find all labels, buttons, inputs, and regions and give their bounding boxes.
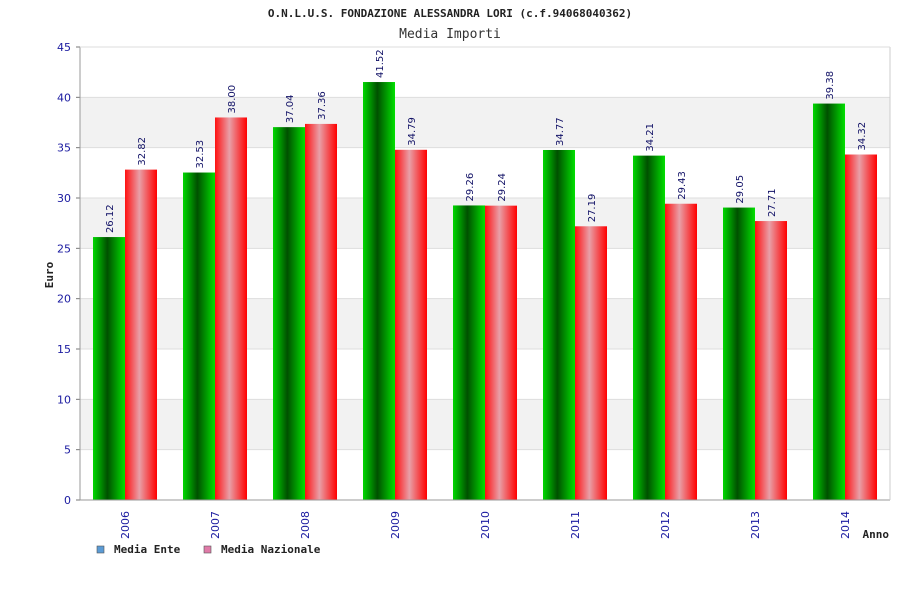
y-axis-label: Euro bbox=[43, 261, 56, 288]
bar-value-label: 34.77 bbox=[555, 117, 566, 146]
bar-value-label: 29.05 bbox=[735, 175, 746, 204]
bar-media-nazionale-2006 bbox=[125, 169, 157, 500]
x-tick-label: 2008 bbox=[299, 511, 312, 539]
bar-value-label: 32.82 bbox=[137, 137, 148, 166]
y-tick-label: 10 bbox=[57, 393, 71, 406]
bar-value-label: 32.53 bbox=[195, 140, 206, 169]
bar-value-label: 37.04 bbox=[285, 94, 296, 123]
y-tick-labels: 0 5 10 15 20 25 30 35 40 45 bbox=[57, 41, 71, 507]
bar-value-label: 34.21 bbox=[645, 123, 656, 152]
y-tick-label: 30 bbox=[57, 192, 71, 205]
legend-label-media-nazionale: Media Nazionale bbox=[221, 543, 321, 556]
grid-band bbox=[80, 47, 890, 98]
legend-swatch-media-nazionale bbox=[203, 545, 212, 554]
y-tick-label: 5 bbox=[64, 444, 71, 457]
x-tick-label: 2009 bbox=[389, 511, 402, 539]
y-tick-label: 40 bbox=[57, 91, 71, 104]
y-tick-label: 45 bbox=[57, 41, 71, 54]
bar-media-ente-2007 bbox=[183, 172, 215, 501]
chart-title: O.N.L.U.S. FONDAZIONE ALESSANDRA LORI (c… bbox=[268, 7, 632, 20]
y-tick-label: 15 bbox=[57, 343, 71, 356]
bar-value-label: 29.43 bbox=[677, 171, 688, 200]
bar-value-labels: 26.12 32.82 32.53 38.00 37.04 37.36 41.52 34.79… bbox=[105, 49, 868, 233]
bar-media-nazionale-2008 bbox=[305, 123, 337, 500]
chart-subtitle: Media Importi bbox=[399, 27, 501, 42]
y-tick-label: 35 bbox=[57, 142, 71, 155]
bar-media-nazionale-2013 bbox=[755, 221, 787, 500]
bar-value-label: 27.19 bbox=[587, 194, 598, 223]
bars bbox=[93, 82, 877, 501]
x-tick-label: 2007 bbox=[209, 511, 222, 539]
y-tick-label: 0 bbox=[64, 494, 71, 507]
bar-media-nazionale-2014 bbox=[845, 154, 877, 500]
bar-media-ente-2013 bbox=[723, 207, 755, 500]
bar-value-label: 26.12 bbox=[105, 204, 116, 233]
legend-swatch-media-ente bbox=[96, 545, 105, 554]
x-tick-label: 2013 bbox=[749, 511, 762, 539]
bar-media-ente-2012 bbox=[633, 155, 665, 501]
x-tick-labels: 2006 2007 2008 2009 2010 2011 2012 2013 2014 bbox=[119, 511, 852, 539]
bar-media-ente-2014 bbox=[813, 103, 845, 500]
x-tick-label: 2014 bbox=[839, 511, 852, 539]
bar-value-label: 39.38 bbox=[825, 71, 836, 100]
bar-media-ente-2008 bbox=[273, 127, 305, 500]
bar-value-label: 34.79 bbox=[407, 117, 418, 146]
bar-value-label: 29.26 bbox=[465, 173, 476, 202]
x-tick-label: 2010 bbox=[479, 511, 492, 539]
bar-value-label: 37.36 bbox=[317, 91, 328, 120]
x-tick-label: 2006 bbox=[119, 511, 132, 539]
bar-media-nazionale-2009 bbox=[395, 149, 427, 500]
bar-value-label: 38.00 bbox=[227, 85, 238, 114]
y-tick-label: 25 bbox=[57, 242, 71, 255]
bar-media-ente-2006 bbox=[93, 237, 125, 501]
x-tick-label: 2011 bbox=[569, 511, 582, 539]
legend-label-media-ente: Media Ente bbox=[114, 543, 181, 556]
bar-media-ente-2010 bbox=[453, 205, 485, 500]
bar-media-ente-2009 bbox=[363, 82, 395, 501]
x-axis-label: Anno bbox=[863, 528, 890, 541]
legend: Media Ente Media Nazionale bbox=[96, 543, 321, 556]
bar-value-label: 29.24 bbox=[497, 173, 508, 202]
bar-media-ente-2011 bbox=[543, 149, 575, 500]
y-tick-label: 20 bbox=[57, 293, 71, 306]
x-tick-label: 2012 bbox=[659, 511, 672, 539]
axes bbox=[79, 46, 891, 501]
bar-media-nazionale-2011 bbox=[575, 226, 607, 500]
bar-value-label: 34.32 bbox=[857, 122, 868, 151]
bar-media-nazionale-2010 bbox=[485, 205, 517, 500]
bar-value-label: 27.71 bbox=[767, 188, 778, 217]
bar-media-nazionale-2012 bbox=[665, 203, 697, 500]
bar-media-nazionale-2007 bbox=[215, 117, 247, 500]
bar-value-label: 41.52 bbox=[375, 49, 386, 78]
